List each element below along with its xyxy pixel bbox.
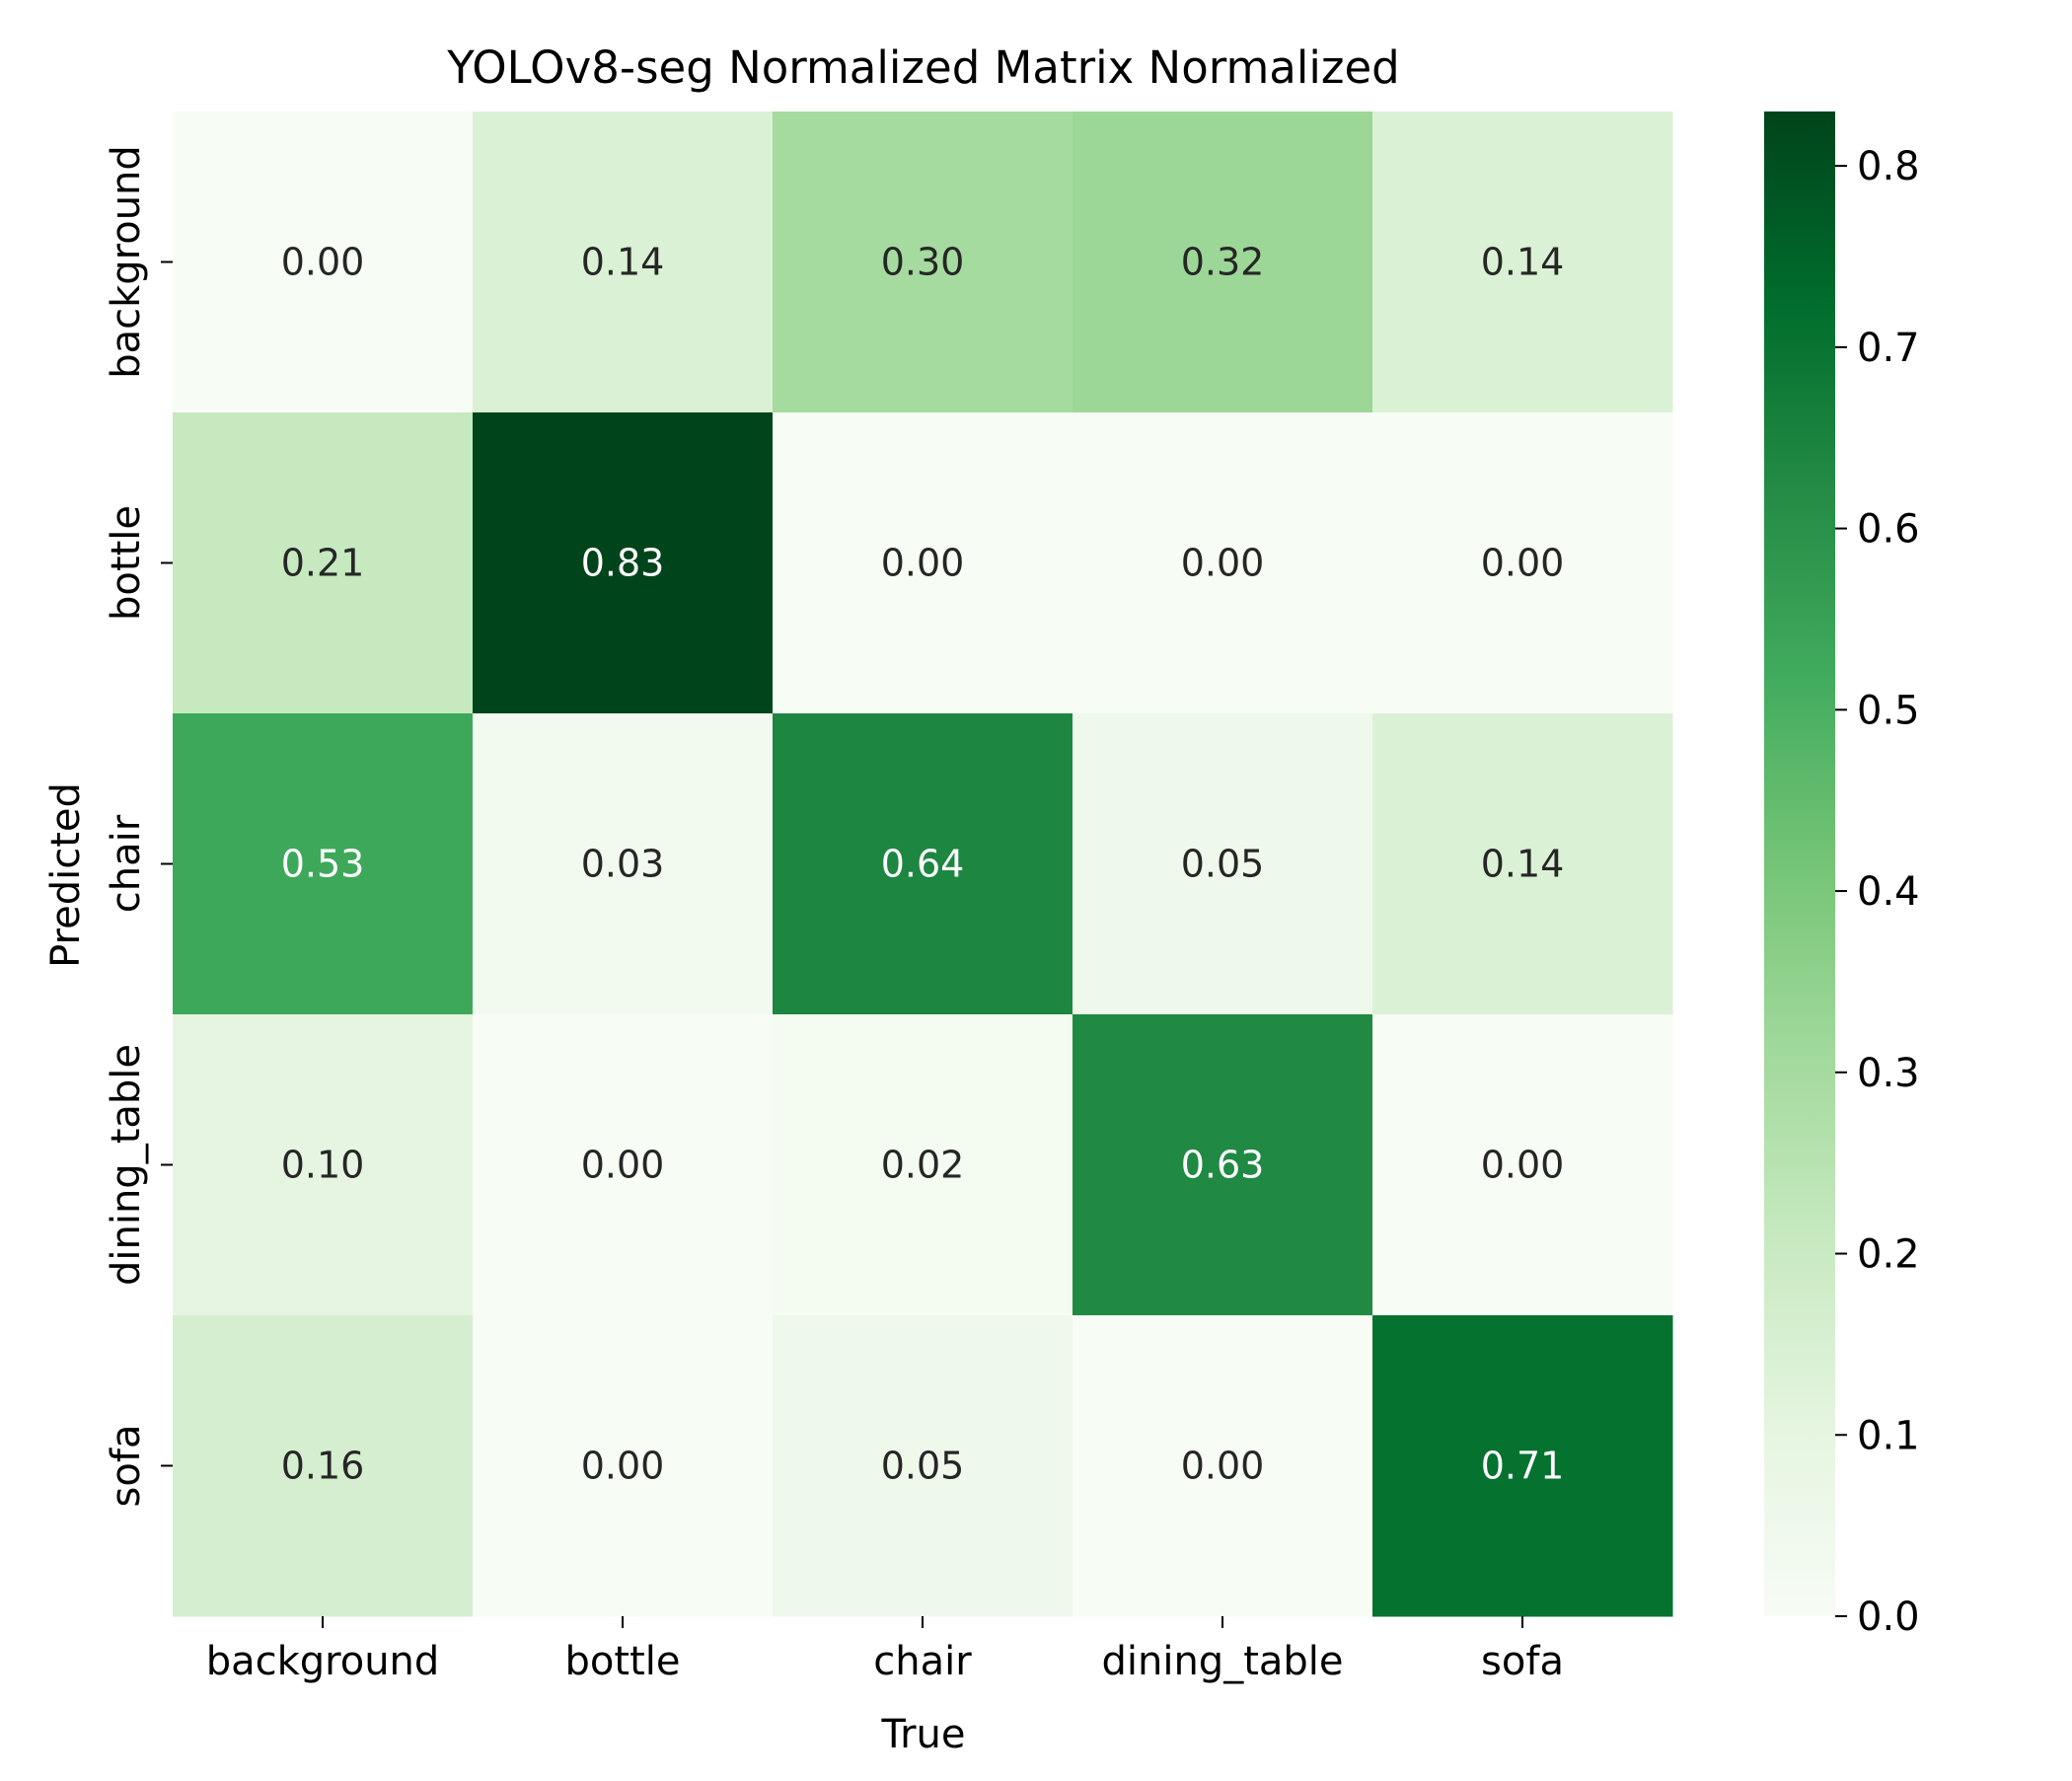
cell-value-label: 0.05: [1181, 843, 1265, 886]
x-tick-label: dining_table: [1101, 1639, 1343, 1684]
cell-value-label: 0.71: [1481, 1445, 1565, 1488]
chart-title: YOLOv8-seg Normalized Matrix Normalized: [446, 41, 1400, 94]
heatmap-cell: [1372, 111, 1673, 413]
cell-value-label: 0.30: [881, 241, 965, 284]
heatmap-cell: [1372, 1014, 1673, 1316]
heatmap-cell: [773, 1315, 1073, 1617]
cell-value-label: 0.32: [1181, 241, 1265, 284]
x-tick-label: sofa: [1481, 1639, 1564, 1684]
cell-value-label: 0.00: [881, 542, 965, 585]
cell-value-label: 0.21: [281, 542, 365, 585]
cell-value-label: 0.10: [281, 1144, 365, 1187]
colorbar-tick-label: 0.2: [1857, 1232, 1920, 1278]
heatmap-cell: [1073, 713, 1373, 1015]
heatmap-cell: [473, 1315, 774, 1617]
y-tick-label: chair: [104, 814, 149, 913]
cell-value-label: 0.53: [281, 843, 365, 886]
colorbar-gradient: [1764, 111, 1835, 1616]
cell-value-label: 0.63: [1181, 1144, 1265, 1187]
heatmap-cell: [1372, 713, 1673, 1015]
cell-value-label: 0.05: [881, 1445, 965, 1488]
heatmap-cell: [773, 1014, 1073, 1316]
heatmap-cell: [173, 412, 474, 714]
heatmap-cell: [173, 1315, 474, 1617]
cell-value-label: 0.00: [1481, 1144, 1565, 1187]
cell-value-label: 0.00: [581, 1445, 665, 1488]
x-tick-label: bottle: [565, 1639, 681, 1684]
heatmap-cell: [773, 412, 1073, 714]
heatmap-cell: [1073, 1014, 1373, 1316]
colorbar-tick-label: 0.4: [1857, 869, 1920, 915]
y-tick-label: dining_table: [104, 1044, 149, 1286]
colorbar-tick-label: 0.7: [1857, 326, 1920, 371]
heatmap-cell: [173, 713, 474, 1015]
cell-value-label: 0.14: [581, 241, 665, 284]
heatmap-cell: [1073, 111, 1373, 413]
cell-value-label: 0.16: [281, 1445, 365, 1488]
heatmap-cell: [473, 713, 774, 1015]
y-tick-label: bottle: [104, 505, 149, 621]
colorbar-tick-label: 0.6: [1857, 507, 1920, 553]
heatmap-cell: [473, 1014, 774, 1316]
cell-value-label: 0.00: [581, 1144, 665, 1187]
cell-value-label: 0.00: [1181, 542, 1265, 585]
y-tick-label: background: [104, 145, 149, 379]
cell-value-label: 0.03: [581, 843, 665, 886]
colorbar-tick-label: 0.8: [1857, 144, 1920, 189]
y-tick-label: sofa: [104, 1425, 149, 1508]
colorbar-tick-label: 0.3: [1857, 1051, 1920, 1096]
colorbar: 0.0 0.1 0.2 0.3 0.4 0.5 0.6 0.7 0.8: [1764, 111, 1920, 1640]
y-axis-label: Predicted: [43, 782, 89, 968]
heatmap-cell: [473, 412, 774, 714]
heatmap-cell: [173, 111, 474, 413]
heatmap-cell: [1372, 412, 1673, 714]
cell-value-label: 0.64: [881, 843, 965, 886]
heatmap-cell: [173, 1014, 474, 1316]
cell-value-label: 0.83: [581, 542, 665, 585]
heatmap-cell: [773, 111, 1073, 413]
x-tick-label: background: [206, 1639, 440, 1684]
cell-value-label: 0.14: [1481, 241, 1565, 284]
colorbar-tick-label: 0.5: [1857, 688, 1920, 733]
cell-value-label: 0.00: [1181, 1445, 1265, 1488]
heatmap-cell: [773, 713, 1073, 1015]
colorbar-tick-label: 0.1: [1857, 1413, 1920, 1458]
x-axis: background bottle chair dining_table sofa: [206, 1616, 1564, 1684]
x-tick-label: chair: [873, 1639, 972, 1684]
cell-value-label: 0.02: [881, 1144, 965, 1187]
colorbar-tick-label: 0.0: [1857, 1595, 1920, 1640]
x-axis-label: True: [881, 1712, 966, 1757]
cell-value-label: 0.00: [1481, 542, 1565, 585]
heatmap-cell: [1073, 1315, 1373, 1617]
cell-value-label: 0.00: [281, 241, 365, 284]
heatmap-cell: [1372, 1315, 1673, 1617]
cell-value-label: 0.14: [1481, 843, 1565, 886]
heatmap-cell: [1073, 412, 1373, 714]
heatmap-cells: 0.00 0.14 0.30 0.32 0.14 0.21 0.83 0.00 0.00 0.00…: [173, 111, 1673, 1617]
heatmap-cell: [473, 111, 774, 413]
